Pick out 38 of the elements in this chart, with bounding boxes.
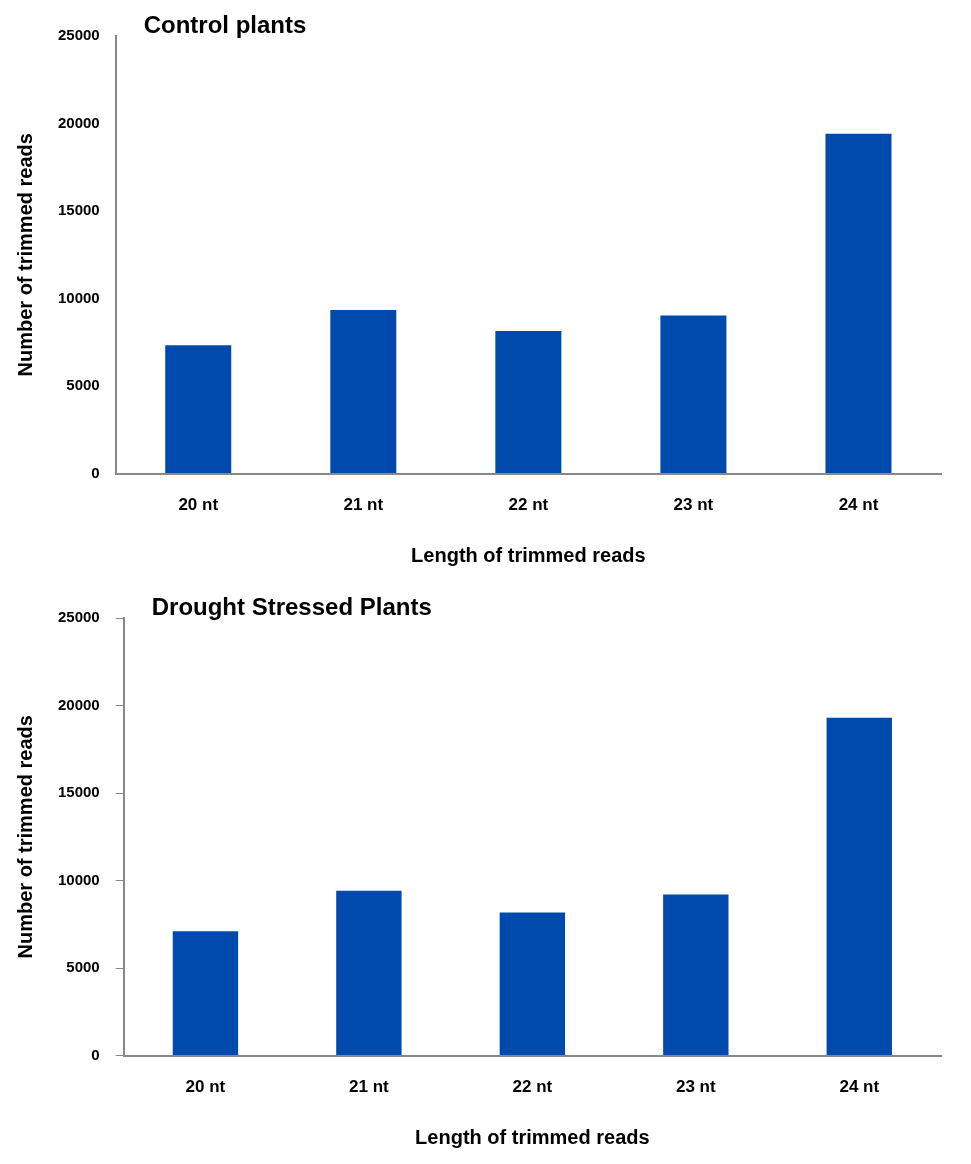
bar (826, 717, 892, 1056)
bar (663, 894, 729, 1056)
y-tick-label: 15000 (57, 783, 100, 801)
y-axis-title: Number of trimmed reads (13, 133, 36, 377)
x-axis-title: Length of trimmed reads (411, 543, 646, 566)
y-tick-label: 20000 (57, 695, 100, 713)
x-tick-label: 21 nt (349, 1077, 390, 1097)
x-tick-label: 20 nt (185, 1077, 226, 1097)
bar (165, 345, 232, 474)
y-tick-label: 15000 (57, 201, 100, 219)
x-axis-title: Length of trimmed reads (415, 1125, 650, 1148)
y-tick-label: 0 (91, 1045, 100, 1063)
x-tick-label: 24 nt (839, 1077, 880, 1097)
x-tick-label: 21 nt (343, 495, 384, 515)
bar (495, 330, 562, 474)
bar (499, 912, 566, 1056)
x-tick-label: 22 nt (512, 1077, 553, 1097)
bar (825, 133, 892, 474)
y-tick-label: 5000 (66, 376, 100, 394)
chart-title: Drought Stressed Plants (151, 592, 432, 620)
x-tick-label: 24 nt (838, 495, 879, 515)
bar (660, 315, 727, 474)
y-axis-title: Number of trimmed reads (13, 715, 36, 959)
chart-title: Control plants (143, 10, 307, 38)
bar (172, 931, 239, 1056)
y-tick-label: 5000 (66, 958, 100, 976)
y-tick-label: 0 (91, 463, 100, 481)
y-tick-label: 20000 (57, 113, 100, 131)
x-tick-label: 22 nt (508, 495, 549, 515)
x-tick-label: 23 nt (673, 495, 714, 515)
bar (336, 890, 402, 1056)
bar (330, 309, 397, 474)
y-tick-label: 10000 (57, 288, 100, 306)
y-tick-label: 25000 (57, 26, 100, 44)
y-tick-label: 10000 (57, 870, 100, 888)
x-tick-label: 23 nt (675, 1077, 716, 1097)
y-tick-label: 25000 (57, 608, 100, 626)
x-tick-label: 20 nt (178, 495, 219, 515)
